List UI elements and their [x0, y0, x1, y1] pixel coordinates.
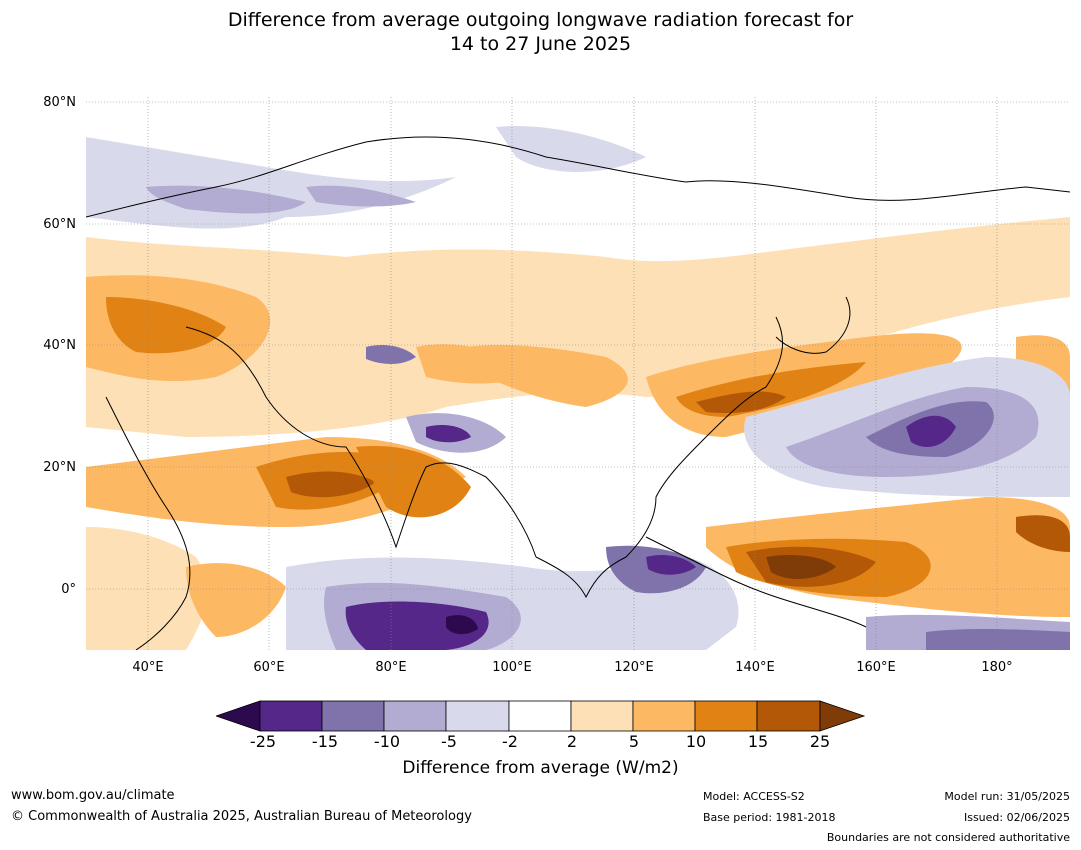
lon-label-100e: 100°E	[492, 660, 532, 675]
colorbar-tick: 5	[628, 732, 640, 751]
olr-anomaly-map	[85, 97, 1071, 651]
anomaly-region	[186, 563, 286, 637]
colorbar-tick: -25	[249, 732, 277, 751]
footer-base-period: Base period: 1981-2018	[703, 811, 836, 824]
colorbar-tick: 2	[566, 732, 578, 751]
colorbar-max-extension	[819, 700, 866, 732]
lon-label-60e: 60°E	[253, 660, 285, 675]
title-line-2: 14 to 27 June 2025	[449, 33, 632, 55]
anomaly-region	[286, 471, 376, 498]
chart-title: Difference from average outgoing longwav…	[0, 8, 1081, 56]
colorbar-tick: 10	[685, 732, 707, 751]
map-panel	[85, 97, 1071, 651]
coastlines	[85, 136, 1071, 651]
colorbar-swatch	[321, 700, 385, 732]
colorbar-min-extension	[216, 700, 261, 732]
anomaly-region	[86, 217, 1070, 437]
lon-label-120e: 120°E	[614, 660, 654, 675]
anomaly-region	[496, 126, 646, 172]
colorbar-swatch	[445, 700, 510, 732]
colorbar-tick: 15	[747, 732, 769, 751]
title-line-1: Difference from average outgoing longwav…	[227, 9, 854, 31]
anomaly-region	[106, 297, 226, 354]
colorbar-swatch	[383, 700, 447, 732]
anomaly-region	[306, 185, 416, 207]
footer-model: Model: ACCESS-S2	[703, 790, 805, 803]
anomaly-region	[766, 555, 836, 579]
colorbar-swatch	[756, 700, 821, 732]
footer-copyright: © Commonwealth of Australia 2025, Austra…	[11, 809, 472, 824]
colorbar-swatch	[694, 700, 758, 732]
colorbar-tick: -10	[373, 732, 401, 751]
anomaly-region	[356, 446, 471, 518]
lon-label-140e: 140°E	[735, 660, 775, 675]
anomaly-region	[146, 185, 306, 214]
colorbar-swatch	[632, 700, 696, 732]
lat-label-0: 0°	[61, 582, 76, 597]
anomaly-region	[86, 527, 207, 650]
colorbar-tick: -15	[311, 732, 339, 751]
lon-label-180: 180°	[981, 660, 1013, 675]
anomaly-region	[906, 415, 956, 447]
colorbar-swatch	[259, 700, 323, 732]
lon-label-160e: 160°E	[856, 660, 896, 675]
anomaly-region	[345, 601, 489, 650]
anomaly-region	[426, 425, 471, 443]
lat-label-80n: 80°N	[43, 95, 76, 110]
footer-website[interactable]: www.bom.gov.au/climate	[11, 788, 175, 803]
lat-label-40n: 40°N	[43, 338, 76, 353]
colorbar	[216, 700, 866, 732]
colorbar-swatch	[508, 700, 572, 732]
colorbar-label: Difference from average (W/m2)	[402, 758, 679, 778]
colorbar-tick: -2	[502, 732, 518, 751]
anomaly-region	[446, 615, 478, 635]
lon-label-80e: 80°E	[375, 660, 407, 675]
colorbar-swatch	[570, 700, 634, 732]
anomaly-region	[466, 345, 628, 407]
colorbar-tick: 25	[809, 732, 831, 751]
graticule	[86, 97, 1070, 650]
anomaly-region	[696, 391, 786, 414]
lat-label-20n: 20°N	[43, 460, 76, 475]
colorbar-tick: -5	[441, 732, 457, 751]
anomaly-region	[366, 345, 416, 364]
lat-label-60n: 60°N	[43, 217, 76, 232]
lon-label-40e: 40°E	[132, 660, 164, 675]
footer-disclaimer: Boundaries are not considered authoritat…	[826, 831, 1070, 844]
anomaly-region	[646, 555, 696, 575]
anomaly-region	[926, 628, 1070, 650]
anomaly-region	[1016, 515, 1070, 552]
footer-issued: Issued: 02/06/2025	[963, 811, 1070, 824]
footer-model-run: Model run: 31/05/2025	[944, 790, 1070, 803]
